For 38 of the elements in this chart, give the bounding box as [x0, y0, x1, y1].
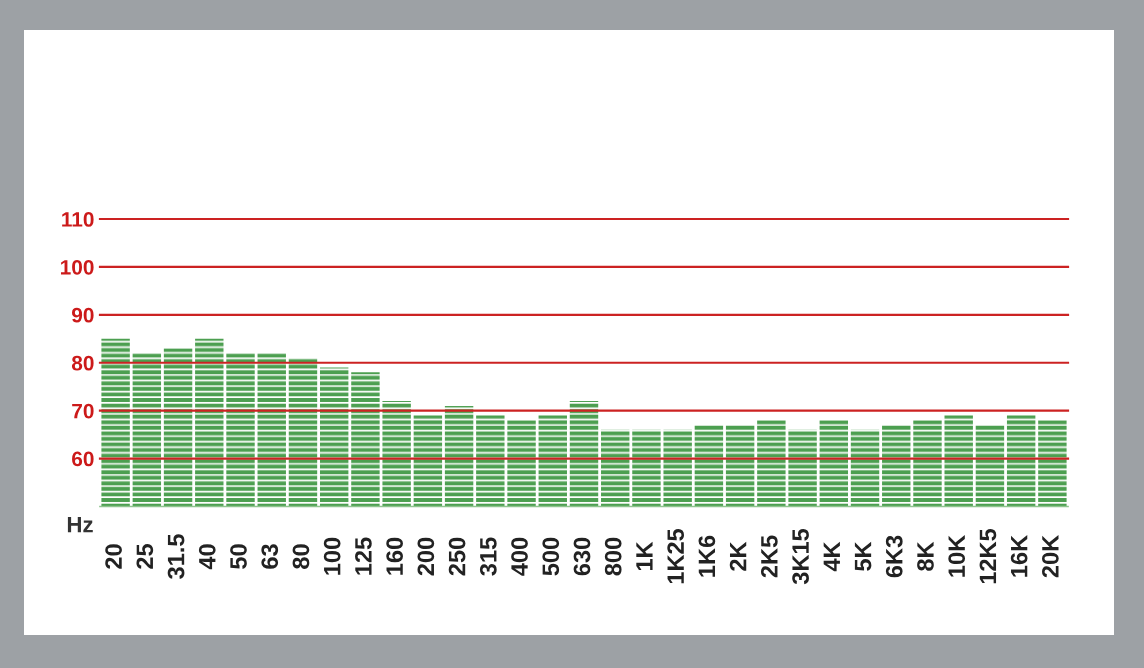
x-tick-label: 80	[292, 544, 310, 569]
x-tick-label: 50	[230, 544, 247, 569]
x-tick-label: 4K	[823, 541, 840, 572]
x-tick-label: 500	[542, 537, 560, 576]
y-tick-label: 100	[61, 259, 94, 275]
x-tick-label: 6K3	[885, 535, 903, 578]
x-tick-label: 8K	[917, 541, 934, 571]
y-tick-label: 70	[72, 403, 94, 419]
x-tick-label: 2K5	[760, 535, 778, 578]
x-tick-label: 1K	[636, 541, 653, 571]
x-tick-label: 2K	[729, 541, 747, 571]
x-tick-label: 1K25	[667, 528, 685, 584]
x-tick-label: 200	[417, 537, 435, 576]
x-tick-label: 63	[261, 544, 279, 569]
x-tick-label: 315	[479, 537, 497, 576]
x-tick-label: 10K	[948, 535, 966, 577]
y-tick-label: 80	[71, 355, 94, 371]
y-tick-label: 90	[72, 307, 94, 323]
x-tick-label: 12K5	[979, 528, 997, 584]
x-tick-label: 800	[604, 537, 622, 576]
x-axis-title: Hz	[67, 516, 93, 533]
x-tick-label: 5K	[854, 541, 872, 571]
x-tick-label: 160	[386, 537, 403, 575]
x-tick-label: 20	[105, 544, 122, 569]
y-tick-label: 60	[72, 451, 94, 467]
x-tick-label: 100	[323, 537, 341, 575]
x-tick-label: 1K6	[698, 535, 716, 577]
x-tick-label: 40	[198, 544, 216, 570]
x-tick-label: 25	[136, 544, 154, 569]
x-tick-label: 20K	[1042, 535, 1059, 578]
x-tick-label: 16K	[1010, 535, 1028, 577]
y-tick-label: 110	[62, 212, 94, 227]
x-tick-label: 31.5	[167, 534, 185, 579]
x-tick-label: 250	[448, 537, 466, 576]
x-tick-label: 400	[511, 537, 528, 576]
x-tick-label: 125	[355, 537, 372, 575]
x-tick-label: 630	[573, 537, 591, 576]
x-tick-label: 3K15	[792, 528, 809, 585]
